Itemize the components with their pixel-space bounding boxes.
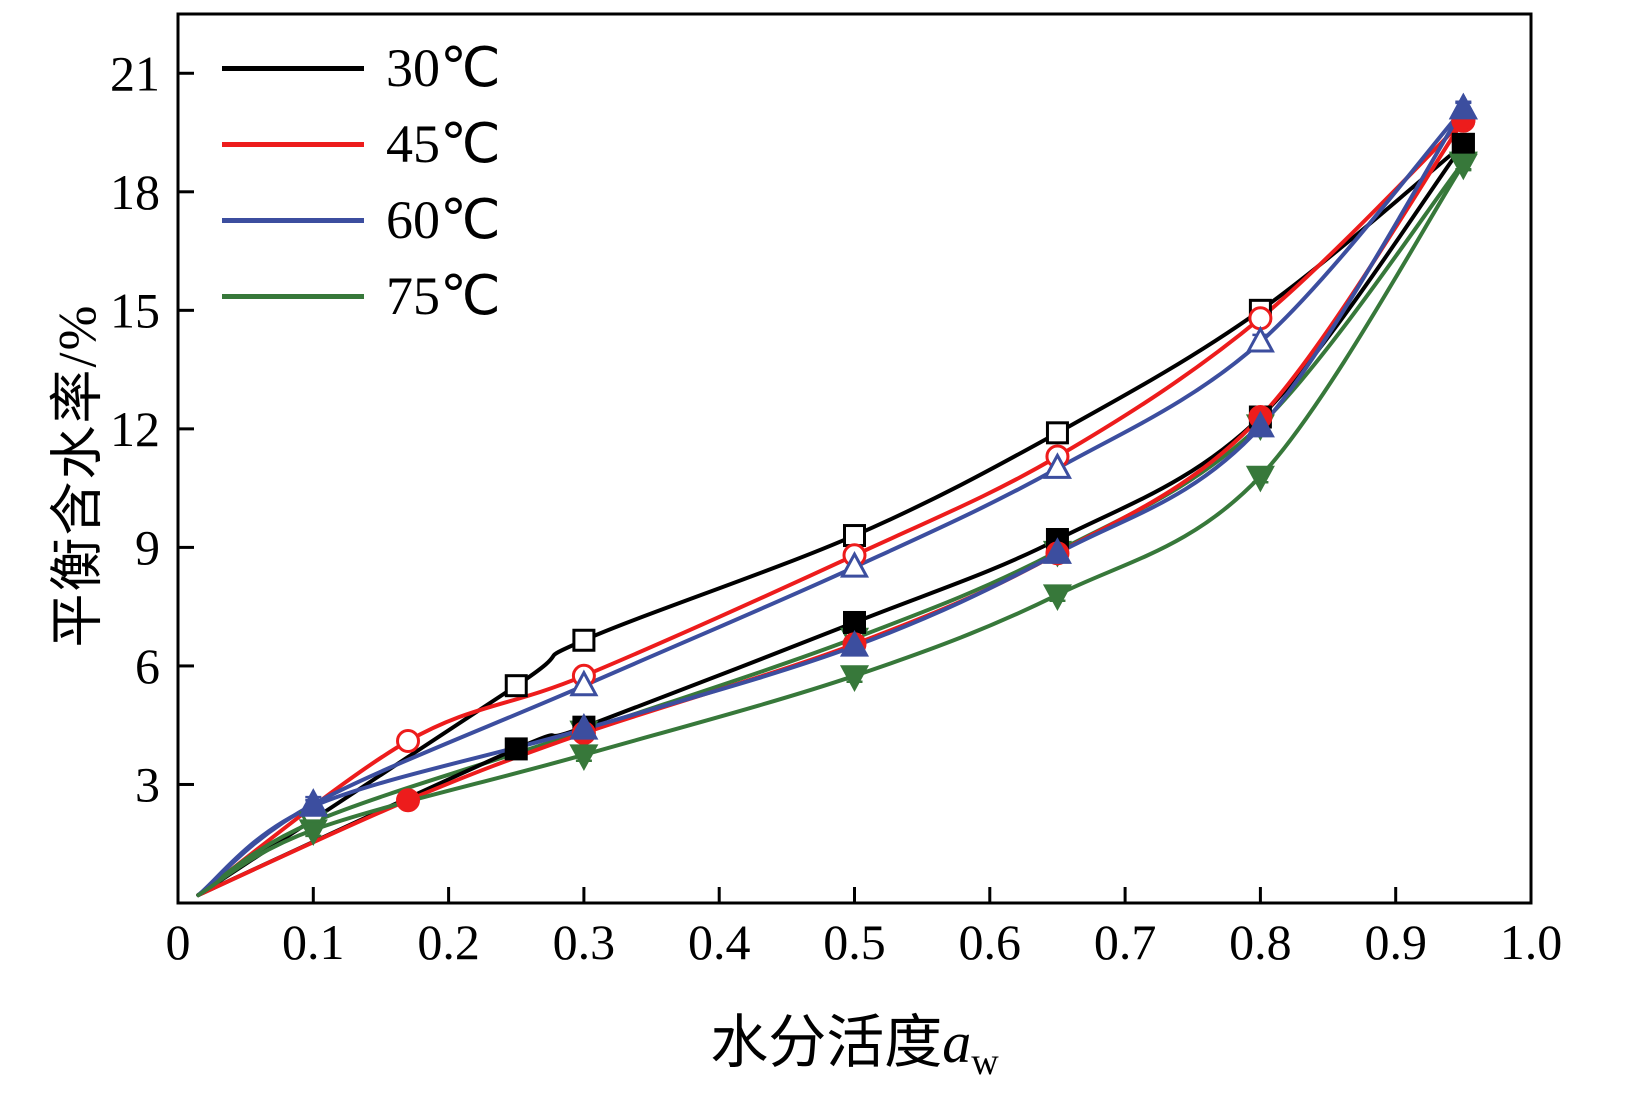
triangle-up-marker [1245,410,1275,438]
y-tick-label: 9 [135,519,160,575]
x-tick-label: 0.6 [959,914,1022,970]
square-marker [504,737,528,761]
legend-line-75 [222,293,364,299]
y-axis-title: 平衡含水率/% [47,303,108,648]
x-axis-subscript: w [971,1041,999,1083]
triangle-up-marker [839,630,870,657]
x-tick-label: 0.2 [417,914,480,970]
y-tick-label: 6 [135,638,160,694]
triangle-down-marker [839,665,870,692]
x-tick-label: 0.7 [1094,914,1157,970]
legend-item-60: 60℃ [222,182,501,258]
x-tick-label: 1.0 [1500,914,1563,970]
triangle-down-marker [1042,584,1072,611]
triangle-down-marker [298,819,328,847]
x-tick-label: 0.3 [553,914,616,970]
square-marker [504,674,528,698]
triangle-up-marker [569,669,599,697]
legend-item-75: 75℃ [222,258,501,334]
legend-item-45: 45℃ [222,106,501,182]
legend-line-45 [222,141,364,147]
legend-label-45: 45℃ [386,114,501,174]
triangle-up-marker [298,790,328,817]
circle-marker [396,788,421,813]
x-tick-label: 0.4 [688,914,751,970]
legend-item-30: 30℃ [222,30,501,106]
triangle-up-marker [1042,537,1072,564]
square-marker [1451,132,1475,156]
x-tick-label: 0.5 [823,914,886,970]
triangle-up-marker [1042,452,1072,479]
triangle-up-marker [1448,92,1478,120]
x-tick-label: 0.1 [282,914,345,970]
legend-label-75: 75℃ [386,266,501,326]
y-tick-label: 3 [135,756,160,812]
legend-label-30: 30℃ [386,38,501,98]
square-marker [843,610,866,634]
circle-marker [396,729,421,754]
x-tick-label: 0.8 [1229,914,1292,970]
triangle-down-marker [1448,153,1478,181]
x-tick-label: 0.9 [1364,914,1427,970]
triangle-up-marker [839,551,870,578]
square-marker [572,628,596,652]
x-axis-title: 水分活度aw [178,995,1531,1084]
legend: 30℃ 45℃ 60℃ 75℃ [222,30,501,334]
legend-label-60: 60℃ [386,190,501,250]
circle-marker [1248,306,1273,331]
square-marker [843,524,866,548]
series-curve-60C-adsorption [196,106,1466,898]
y-tick-label: 15 [110,282,160,338]
legend-line-30 [222,65,364,71]
triangle-down-marker [569,744,599,771]
x-axis-title-text: 水分活度 [710,1010,943,1075]
y-tick-label: 12 [110,401,160,457]
series-curve-75C-adsorption [196,162,1466,898]
x-axis-variable: a [942,1010,972,1075]
x-tick-label: 0 [166,914,191,970]
legend-line-60 [222,217,364,223]
triangle-up-marker [569,713,599,740]
y-tick-label: 18 [110,164,160,220]
square-marker [1045,421,1069,445]
y-tick-label: 21 [110,45,160,101]
triangle-down-marker [1245,465,1275,493]
triangle-up-marker [1245,325,1275,353]
